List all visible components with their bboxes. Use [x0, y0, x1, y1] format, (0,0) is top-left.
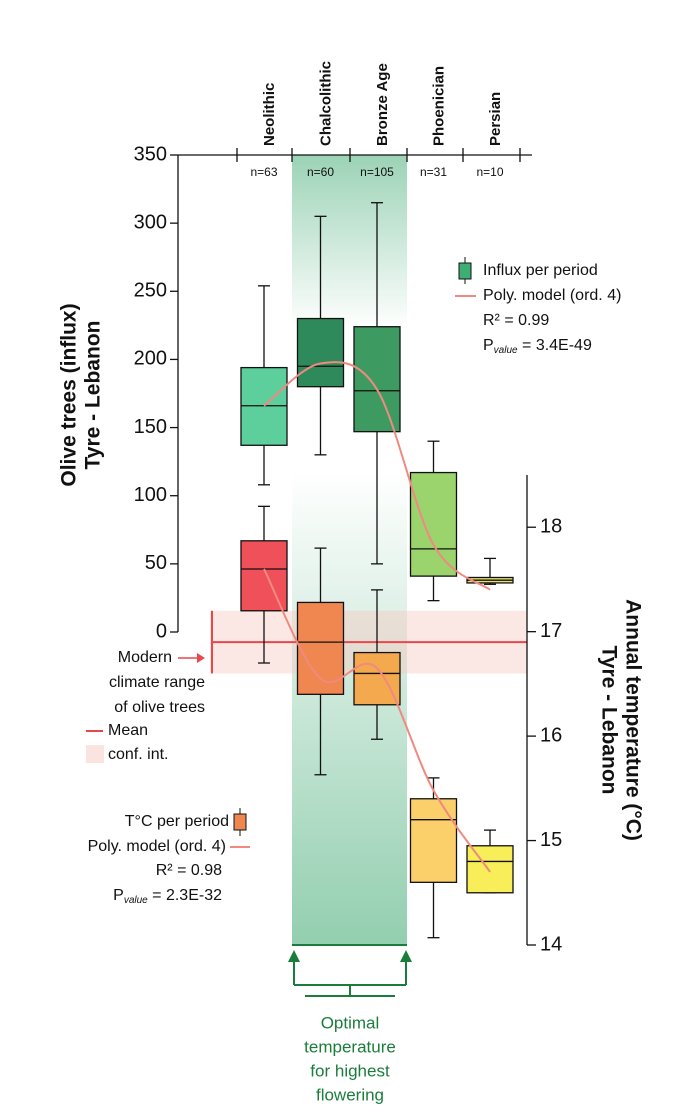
legend-label: Modern [118, 649, 172, 666]
box [240, 540, 288, 612]
stat-label: Pvalue = 3.4E-49 [483, 337, 592, 355]
legend-label: climate range [109, 674, 205, 691]
period-label: Chalcolithic [317, 61, 334, 146]
period-dividers [236, 148, 521, 162]
arrow [197, 653, 205, 663]
period-label: Persian [487, 92, 504, 146]
legend-label: conf. int. [108, 746, 168, 763]
optimal-label: temperature [304, 1037, 396, 1056]
box [353, 326, 401, 433]
stat-label: Pvalue = 2.3E-32 [113, 887, 222, 905]
stat-label: R² = 0.98 [156, 862, 222, 879]
arrow [288, 950, 412, 962]
legend-label: Poly. model (ord. 4) [483, 287, 621, 304]
box [353, 651, 401, 706]
optimal-label: Optimal [321, 1013, 380, 1032]
fit-curve [263, 568, 491, 873]
legend-icon [458, 262, 472, 280]
y-tick-label: 150 [134, 416, 167, 438]
optimal-bracket [292, 944, 407, 997]
y-tick-label: 0 [156, 620, 167, 642]
n-label: n=63 [250, 165, 277, 179]
y2-tick-label: 16 [540, 724, 562, 746]
n-label: n=60 [307, 165, 334, 179]
y2-tick-label: 14 [540, 933, 562, 955]
fit-curve [263, 361, 491, 591]
optimal-label: for highest [310, 1061, 390, 1080]
box [409, 798, 458, 883]
legend-label: Influx per period [483, 262, 598, 279]
box [296, 317, 345, 388]
period-label: Phoenician [430, 66, 447, 146]
y-tick-label: 300 [134, 211, 167, 233]
legend-label: T°C per period [125, 813, 229, 830]
period-label: Neolithic [261, 83, 278, 146]
n-label: n=31 [420, 165, 447, 179]
y-tick-label: 250 [134, 280, 167, 302]
plot: 0 50 100 150 200 250 300 350 14 15 16 17 18 Neolithic… [134, 61, 563, 955]
n-label: n=105 [360, 165, 394, 179]
y-tick-label: 50 [145, 552, 167, 574]
box [240, 366, 288, 446]
y-axis-title: Olive trees (influx) [58, 303, 81, 486]
period-label: Bronze Age [374, 63, 391, 146]
legend-icon [233, 813, 247, 831]
n-label: n=10 [476, 165, 503, 179]
y2-axis-title: Tyre - Lebanon [597, 646, 620, 795]
box [409, 471, 458, 577]
box [466, 845, 514, 894]
legend-label: Mean [108, 722, 148, 739]
y2-tick-label: 17 [540, 620, 562, 642]
y2-tick-label: 18 [540, 516, 562, 538]
y-tick-label: 350 [134, 143, 167, 165]
y-tick-label: 200 [134, 348, 167, 370]
y2-axis-title: Annual temperature (°C) [621, 599, 644, 841]
legend-icon [86, 745, 104, 763]
optimal-band [292, 155, 407, 945]
y-tick-label: 100 [134, 484, 167, 506]
y-axis-title: Tyre - Lebanon [82, 321, 105, 470]
optimal-label: flowering [316, 1085, 384, 1104]
stat-label: R² = 0.99 [483, 312, 549, 329]
legend-label: of olive trees [114, 699, 205, 716]
y2-tick-label: 15 [540, 829, 562, 851]
legend-label: Poly. model (ord. 4) [88, 838, 226, 855]
